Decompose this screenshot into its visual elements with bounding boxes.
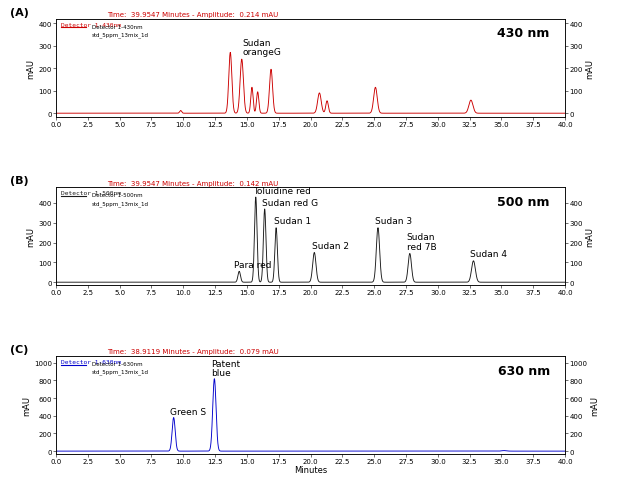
Text: std_5ppm_13mix_1d: std_5ppm_13mix_1d <box>91 201 148 206</box>
Text: Detector 1-630nm: Detector 1-630nm <box>61 359 121 364</box>
Text: Detector 1-500nm: Detector 1-500nm <box>61 191 121 196</box>
Text: Sudan 2: Sudan 2 <box>312 242 349 250</box>
Text: std_5ppm_13mix_1d: std_5ppm_13mix_1d <box>91 32 148 38</box>
Text: Sudan 3: Sudan 3 <box>376 217 412 226</box>
Text: Sudan 1: Sudan 1 <box>274 217 311 226</box>
Text: Detector 1-500nm: Detector 1-500nm <box>91 193 142 198</box>
Text: Time:  39.9547 Minutes - Amplitude:  0.214 mAU: Time: 39.9547 Minutes - Amplitude: 0.214… <box>107 12 278 18</box>
Text: Time:  39.9547 Minutes - Amplitude:  0.142 mAU: Time: 39.9547 Minutes - Amplitude: 0.142… <box>107 180 278 186</box>
Y-axis label: mAU: mAU <box>27 227 35 246</box>
Text: 630 nm: 630 nm <box>497 364 550 377</box>
Y-axis label: mAU: mAU <box>586 227 594 246</box>
Text: Green S: Green S <box>170 407 207 416</box>
Text: (A): (A) <box>10 8 29 18</box>
Text: Detector 1-430nm: Detector 1-430nm <box>91 25 142 30</box>
Y-axis label: mAU: mAU <box>590 395 599 415</box>
Y-axis label: mAU: mAU <box>27 59 35 79</box>
Y-axis label: mAU: mAU <box>22 395 31 415</box>
Text: std_5ppm_13mix_1d: std_5ppm_13mix_1d <box>91 369 148 374</box>
Text: Detector 1-630nm: Detector 1-630nm <box>91 361 142 366</box>
Text: (B): (B) <box>10 176 29 186</box>
Text: Detector 1-430nm: Detector 1-430nm <box>61 22 121 27</box>
Text: Time:  38.9119 Minutes - Amplitude:  0.079 mAU: Time: 38.9119 Minutes - Amplitude: 0.079… <box>107 348 279 355</box>
Y-axis label: mAU: mAU <box>586 59 594 79</box>
Text: 430 nm: 430 nm <box>497 27 550 41</box>
Text: Sudan red G: Sudan red G <box>262 198 318 207</box>
Text: Sudan
orangeG: Sudan orangeG <box>242 39 281 57</box>
Text: Patent
blue: Patent blue <box>211 359 240 378</box>
Text: Sudan
red 7B: Sudan red 7B <box>407 233 436 251</box>
X-axis label: Minutes: Minutes <box>294 466 327 474</box>
Text: Toluidine red: Toluidine red <box>253 186 311 195</box>
Text: Para red: Para red <box>234 260 271 269</box>
Text: Sudan 4: Sudan 4 <box>470 250 507 259</box>
Text: 500 nm: 500 nm <box>497 196 550 208</box>
Text: (C): (C) <box>10 344 29 354</box>
